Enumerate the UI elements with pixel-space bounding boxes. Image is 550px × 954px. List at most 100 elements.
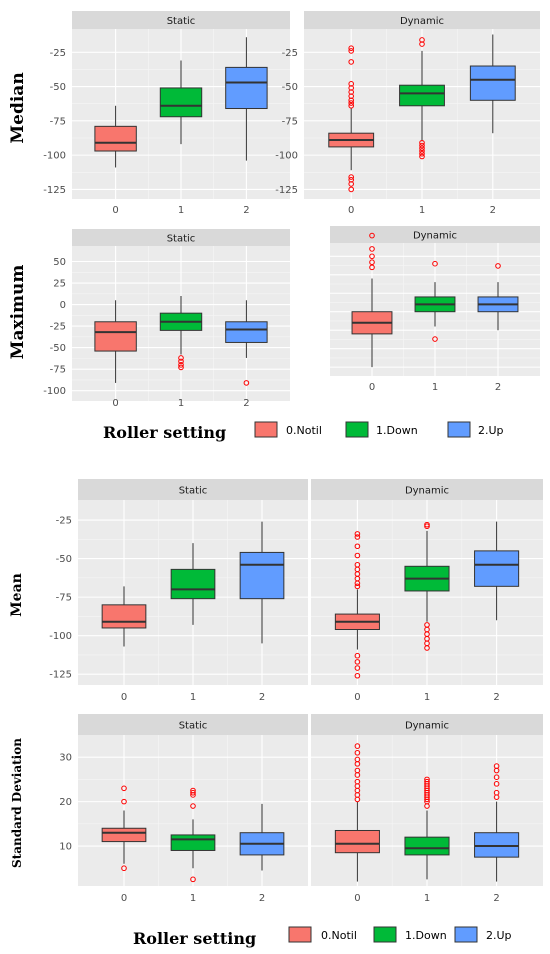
y-tick-label: -100 [43, 151, 66, 162]
strip-bg [311, 714, 543, 735]
outlier-point [348, 174, 355, 180]
outlier-point [424, 523, 430, 530]
panel-dynamic: Dynamic 0 1 2 [311, 479, 543, 703]
y-axis-title: Median [8, 72, 28, 143]
outlier-point [424, 645, 430, 651]
panel-static: Static 30 20 10 0 1 2 [59, 714, 308, 904]
legend-title-bottom: Roller setting [133, 929, 256, 948]
legend-swatch-notil-bottom [288, 926, 312, 943]
chart-plots: Median Static -25 -50 -75 -100 -125 0 1 2 Dynamic -… [8, 11, 543, 904]
outlier-point [348, 97, 355, 104]
outlier-point [424, 778, 430, 785]
strip-label: Dynamic [413, 231, 457, 242]
y-tick-label: 0 [60, 300, 66, 311]
box-iqr [474, 550, 520, 587]
x-tick-label: 0 [354, 692, 360, 703]
box-down [159, 295, 203, 371]
x-tick-label: 1 [424, 893, 430, 904]
y-tick-label: -50 [50, 343, 66, 354]
outlier-point [419, 145, 425, 152]
outlier-point [354, 749, 361, 756]
outlier-point [348, 181, 355, 187]
box-down [404, 776, 450, 880]
outlier-point [419, 150, 425, 157]
outlier-point [419, 153, 425, 160]
y-tick-label: -50 [282, 82, 298, 93]
box-iqr [404, 836, 450, 856]
y-tick-label: -75 [56, 593, 72, 604]
outlier-point [121, 798, 127, 805]
panel-dynamic: Dynamic -25 -50 -75 -100 -125 0 1 2 [275, 11, 540, 216]
y-tick-label: -50 [50, 82, 66, 93]
box-up [239, 803, 285, 871]
outlier-point [424, 776, 430, 783]
y-tick-label: 25 [53, 279, 66, 290]
box-iqr [334, 829, 380, 854]
x-tick-label: 0 [121, 692, 127, 703]
y-tick-label: -100 [43, 386, 66, 397]
y-axis-title: Mean [9, 573, 25, 617]
legend-bottom: Roller setting 0.Notil 1.Down 2.Up [133, 926, 512, 948]
outlier-point [354, 583, 361, 590]
x-tick-label: 1 [432, 382, 438, 393]
y-tick-label: -75 [282, 116, 298, 127]
x-tick-label: 2 [493, 893, 499, 904]
outlier-point [493, 781, 500, 787]
x-tick-label: 2 [490, 205, 496, 216]
outlier-point [178, 355, 184, 361]
box-notil [101, 586, 147, 647]
outlier-point [354, 659, 361, 665]
x-tick-label: 2 [495, 382, 501, 393]
y-tick-label: 30 [59, 753, 72, 764]
outlier-point [354, 665, 361, 671]
outlier-point [354, 543, 361, 550]
strip-label: Dynamic [405, 721, 449, 732]
outlier-point [348, 59, 355, 65]
legend-label-notil-bottom: 0.Notil [321, 929, 357, 942]
legend-swatch-notil-top [254, 421, 278, 438]
strip-label: Static [167, 234, 196, 245]
box-up [239, 521, 285, 644]
outlier-point [493, 774, 500, 780]
x-tick-label: 1 [190, 692, 196, 703]
outlier-point [190, 876, 196, 883]
y-tick-label: -75 [50, 116, 66, 127]
box-down [399, 37, 445, 160]
strip-label: Dynamic [400, 16, 444, 27]
outlier-point [369, 246, 375, 252]
x-tick-label: 0 [348, 205, 354, 216]
legend-label-up-bottom: 2.Up [486, 929, 512, 942]
box-iqr [94, 321, 137, 352]
box-iqr [94, 125, 137, 152]
x-tick-label: 0 [112, 398, 118, 409]
strip-label: Static [179, 486, 208, 497]
panel-static: Static -25 -50 -75 -100 -125 0 1 2 [49, 479, 308, 703]
box-iqr [159, 87, 203, 118]
box-iqr [399, 84, 445, 107]
outlier-point [369, 253, 375, 260]
outlier-point [178, 364, 184, 371]
outlier-point [419, 142, 425, 149]
y-tick-label: -25 [50, 322, 66, 333]
box-down [159, 60, 203, 145]
box-notil [94, 300, 137, 383]
y-tick-label: -25 [56, 516, 72, 527]
y-tick-label: 10 [59, 842, 72, 853]
box-iqr [101, 604, 147, 629]
box-notil [334, 531, 380, 679]
x-tick-label: 1 [178, 398, 184, 409]
outlier-point [348, 102, 355, 109]
box-down [170, 543, 216, 625]
box-iqr [474, 832, 520, 858]
y-tick-label: -125 [49, 670, 72, 681]
box-up [474, 521, 520, 621]
outlier-point [432, 336, 438, 342]
outlier-point [493, 789, 500, 796]
legend-label-up-top: 2.Up [478, 424, 504, 437]
x-tick-label: 0 [112, 205, 118, 216]
outlier-point [432, 260, 438, 267]
box-notil [334, 743, 380, 882]
legend-swatch-down-top [345, 421, 369, 438]
y-tick-label: 50 [53, 257, 66, 268]
